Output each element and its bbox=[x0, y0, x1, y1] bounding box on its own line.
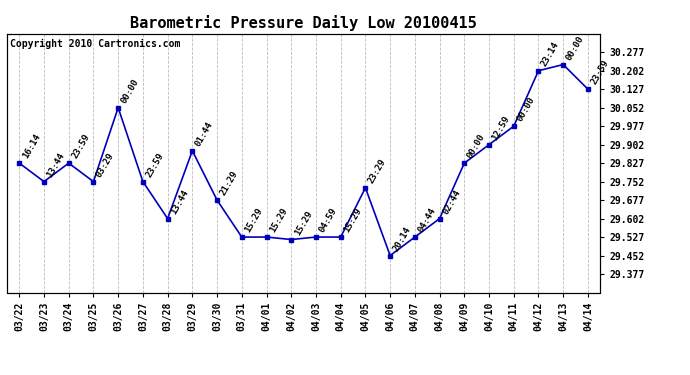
Text: Copyright 2010 Cartronics.com: Copyright 2010 Cartronics.com bbox=[10, 39, 180, 49]
Text: 15:29: 15:29 bbox=[243, 207, 264, 234]
Text: 23:14: 23:14 bbox=[540, 40, 561, 68]
Text: 00:00: 00:00 bbox=[119, 77, 141, 105]
Text: 01:44: 01:44 bbox=[194, 120, 215, 148]
Text: 02:44: 02:44 bbox=[441, 188, 462, 216]
Text: 04:59: 04:59 bbox=[317, 207, 339, 234]
Text: 00:00: 00:00 bbox=[466, 133, 487, 160]
Title: Barometric Pressure Daily Low 20100415: Barometric Pressure Daily Low 20100415 bbox=[130, 15, 477, 31]
Text: 03:29: 03:29 bbox=[95, 151, 116, 179]
Text: 04:44: 04:44 bbox=[416, 207, 437, 234]
Text: 23:59: 23:59 bbox=[589, 58, 611, 86]
Text: 20:14: 20:14 bbox=[391, 225, 413, 253]
Text: 23:59: 23:59 bbox=[70, 133, 91, 160]
Text: 15:29: 15:29 bbox=[342, 207, 364, 234]
Text: 00:00: 00:00 bbox=[564, 34, 586, 62]
Text: 15:29: 15:29 bbox=[293, 209, 314, 237]
Text: 00:00: 00:00 bbox=[515, 96, 536, 123]
Text: 16:14: 16:14 bbox=[21, 133, 42, 160]
Text: 21:29: 21:29 bbox=[219, 170, 239, 197]
Text: 15:29: 15:29 bbox=[268, 207, 289, 234]
Text: 13:44: 13:44 bbox=[169, 188, 190, 216]
Text: 12:59: 12:59 bbox=[491, 114, 512, 142]
Text: 23:29: 23:29 bbox=[367, 157, 388, 185]
Text: 13:44: 13:44 bbox=[46, 151, 67, 179]
Text: 23:59: 23:59 bbox=[144, 151, 166, 179]
